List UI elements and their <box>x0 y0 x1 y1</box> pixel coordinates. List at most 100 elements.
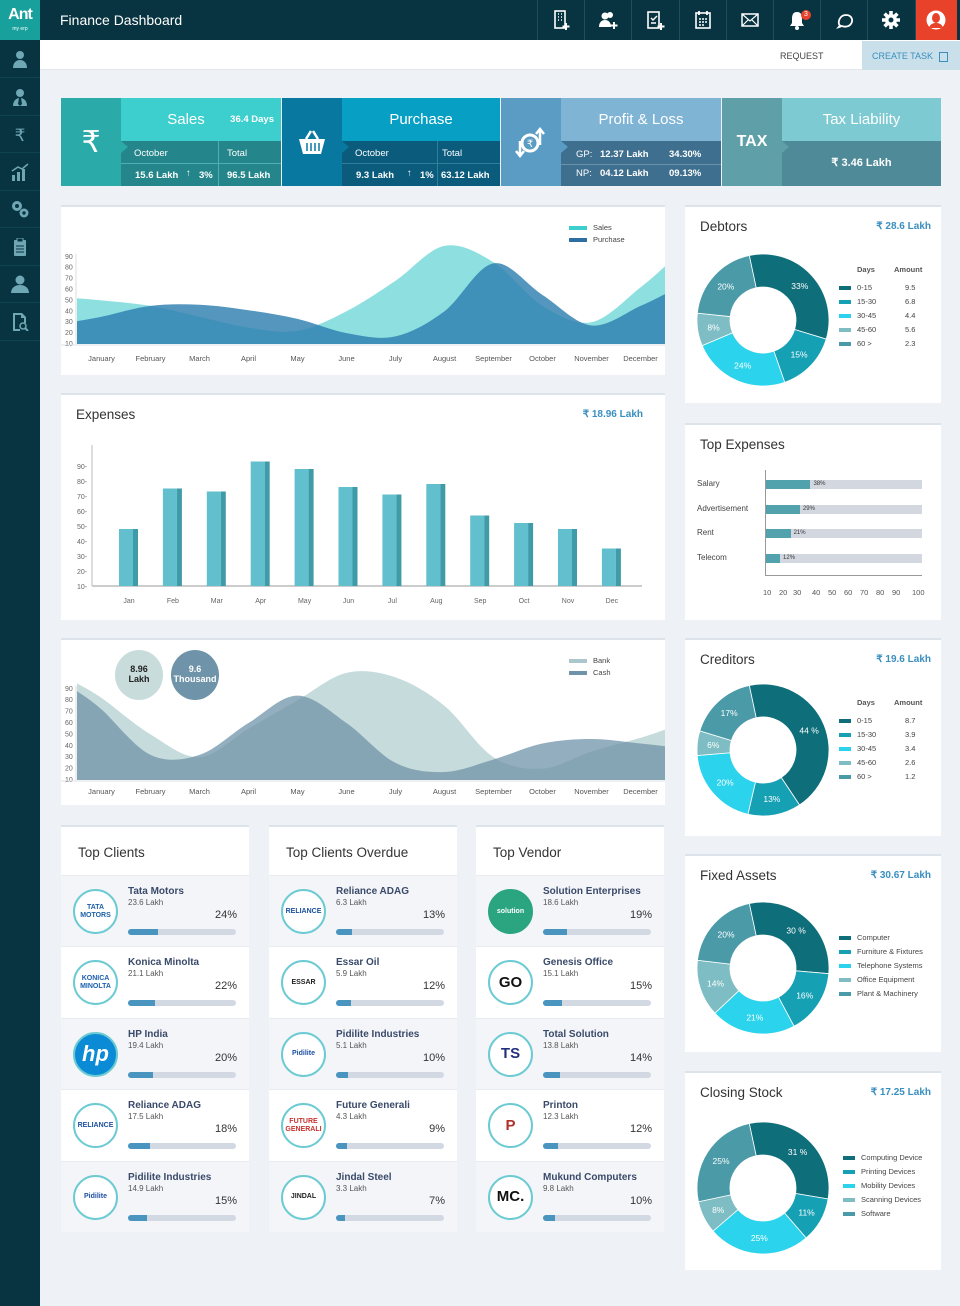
progress-bar <box>543 1143 651 1150</box>
card-title: Top Expenses <box>700 437 785 452</box>
x-tick-label: 80 <box>876 588 885 597</box>
sales-purchase-chart: 908070605040302010 Sales Purchase Januar… <box>61 205 665 375</box>
profit-loss-tile[interactable]: ₹ Profit & Loss GP: 12.37 Lakh 34.30% NP… <box>501 98 721 186</box>
donut-slice[interactable] <box>699 684 757 741</box>
sidebar-item-analytics[interactable] <box>0 154 40 191</box>
card-total: ₹ 19.6 Lakh <box>876 654 931 665</box>
progress-fill <box>336 1000 351 1007</box>
list-item[interactable]: ESSAR Essar Oil 5.9 Lakh 12% <box>269 946 457 1017</box>
company-percent: 13% <box>422 909 445 921</box>
company-amount: 13.8 Lakh <box>543 1040 579 1050</box>
legend-bank: Bank <box>569 656 611 665</box>
donut-slice[interactable] <box>748 253 830 340</box>
expense-bar[interactable] <box>426 484 446 586</box>
donut-slice[interactable] <box>748 1121 830 1200</box>
legend-item: Office Equipment <box>839 975 914 984</box>
sidebar-item-employee[interactable] <box>0 79 40 116</box>
expense-bar[interactable] <box>601 548 621 587</box>
list-item[interactable]: FUTURE GENERALI Future Generali 4.3 Lakh 9% <box>269 1089 457 1160</box>
legend-label: Software <box>861 1209 891 1218</box>
donut-slice[interactable] <box>697 902 757 965</box>
legend-header-amount: Amount <box>894 698 923 707</box>
company-name: Mukund Computers <box>543 1171 637 1183</box>
legend-swatch <box>839 314 851 319</box>
expense-bar[interactable] <box>558 529 577 586</box>
x-tick-label: 10 <box>763 588 772 597</box>
donut-slice[interactable] <box>696 254 757 317</box>
tax-liability-tile[interactable]: TAX Tax Liability ₹ 3.46 Lakh <box>722 98 941 186</box>
gear-button[interactable] <box>867 0 914 40</box>
sidebar-item-document-search[interactable] <box>0 304 40 341</box>
company-amount: 9.8 Lakh <box>543 1183 574 1193</box>
chat-button[interactable] <box>820 0 867 40</box>
expense-bar[interactable] <box>514 523 534 586</box>
expense-bar[interactable] <box>382 494 402 587</box>
list-item[interactable]: P Printon 12.3 Lakh 12% <box>476 1089 664 1160</box>
add-building-button[interactable] <box>537 0 584 40</box>
bar-side <box>133 529 138 586</box>
x-tick-label: April <box>240 354 256 363</box>
list-item[interactable]: TS Total Solution 13.8 Lakh 14% <box>476 1017 664 1090</box>
progress-bar <box>128 1071 236 1078</box>
company-percent: 12% <box>629 1123 652 1136</box>
company-logo: GO <box>488 960 533 1006</box>
expense-bar[interactable] <box>294 469 314 586</box>
legend-amount: 4.4 <box>905 311 916 320</box>
calendar-button[interactable] <box>678 0 726 40</box>
progress-bar <box>543 1214 651 1221</box>
add-clipboard-button[interactable] <box>631 0 678 40</box>
profit-loss-title: Profit & Loss <box>561 98 721 141</box>
app-logo[interactable]: Ant my erp <box>0 0 40 40</box>
expense-bar[interactable] <box>119 529 138 586</box>
progress-fill <box>128 1143 151 1150</box>
card-title: Top Clients Overdue <box>286 845 409 860</box>
list-item[interactable]: RELIANCE Reliance ADAG 17.5 Lakh 18% <box>61 1089 249 1160</box>
sidebar-item-settings-gears[interactable] <box>0 191 40 228</box>
sidebar-item-user[interactable] <box>0 41 40 78</box>
sidebar-item-person[interactable] <box>0 266 40 303</box>
donut-slice[interactable] <box>748 683 830 806</box>
calendar-icon <box>694 11 711 29</box>
legend-purchase: Purchase <box>569 235 625 244</box>
card-total: ₹ 30.67 Lakh <box>870 870 931 881</box>
list-item[interactable]: RELIANCE Reliance ADAG 6.3 Lakh 13% <box>269 875 457 947</box>
progress-bar <box>543 929 651 935</box>
expense-bar[interactable] <box>250 461 270 587</box>
logo-text: Ant <box>8 6 33 23</box>
expense-bar[interactable] <box>162 488 182 587</box>
avatar-button[interactable] <box>914 0 957 40</box>
list-item[interactable]: TATA MOTORS Tata Motors 23.6 Lakh 24% <box>61 875 249 947</box>
add-user-button[interactable] <box>584 0 631 40</box>
legend-amount: 8.7 <box>905 716 916 725</box>
y-tick-label: 10- <box>77 584 88 591</box>
mail-button[interactable] <box>725 0 773 40</box>
request-button[interactable]: REQUEST <box>780 51 824 61</box>
donut-chart: 33% 15% 24% 8% 20% <box>696 253 830 387</box>
sidebar-item-rupee[interactable]: ₹ <box>0 116 40 153</box>
list-item[interactable]: MC. Mukund Computers 9.8 Lakh 10% <box>476 1160 664 1232</box>
sales-tile[interactable]: ₹ Sales 36.4 Days October Total 15.6 Lakh… <box>61 98 281 186</box>
list-item[interactable]: solution Solution Enterprises 18.6 Lakh 19% <box>476 875 664 947</box>
legend-item: Telephone Systems <box>839 961 922 970</box>
donut-slice[interactable] <box>712 1208 807 1255</box>
expense-bar[interactable] <box>470 515 490 587</box>
list-item[interactable]: Pidilite Pidilite Industries 5.1 Lakh 10% <box>269 1017 457 1090</box>
donut-slice[interactable] <box>748 901 830 975</box>
x-tick-label: November <box>574 787 609 796</box>
list-item[interactable]: GO Genesis Office 15.1 Lakh 15% <box>476 946 664 1017</box>
expense-bar[interactable] <box>338 487 358 586</box>
notification-badge: 3 <box>801 10 811 20</box>
create-task-button[interactable]: CREATE TASK <box>862 41 960 70</box>
sidebar-item-clipboard[interactable] <box>0 229 40 266</box>
company-percent: 15% <box>214 1194 237 1207</box>
company-logo: KONICA MINOLTA <box>73 960 118 1006</box>
list-item[interactable]: JINDAL Jindal Steel 3.3 Lakh 7% <box>269 1160 457 1232</box>
expense-bar[interactable] <box>206 491 226 587</box>
bell-button[interactable]: 3 <box>773 0 820 40</box>
list-item[interactable]: hp HP India 19.4 Lakh 20% <box>61 1017 249 1090</box>
purchase-tile[interactable]: Purchase October Total 9.3 Lakh ↑ 1% 63.… <box>282 98 500 186</box>
list-item[interactable]: Pidilite Pidilite Industries 14.9 Lakh 15% <box>61 1160 249 1232</box>
donut-slice[interactable] <box>696 1122 757 1203</box>
list-item[interactable]: KONICA MINOLTA Konica Minolta 21.1 Lakh 22% <box>61 946 249 1017</box>
legend-swatch <box>839 775 851 780</box>
